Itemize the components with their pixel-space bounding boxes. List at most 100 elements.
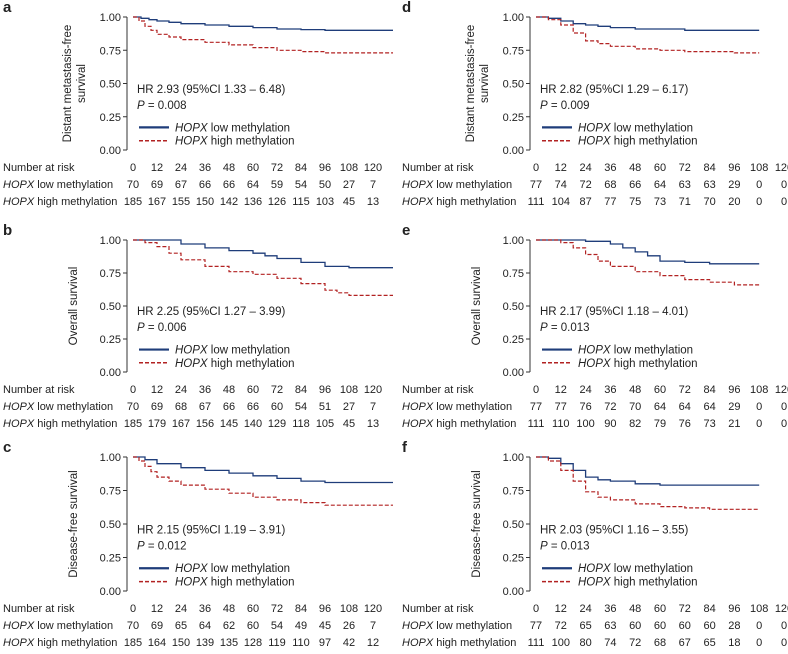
- number-at-risk-title: Number at risk: [3, 162, 75, 174]
- y-axis-label: Disease-free survival: [471, 470, 483, 577]
- panel-label: c: [3, 439, 11, 456]
- gene-name: HOPX: [3, 401, 35, 413]
- risk-row-low-value: 77: [555, 401, 567, 413]
- x-tick-label: 12: [151, 603, 163, 615]
- y-tick-label: 0.25: [100, 553, 121, 565]
- y-axis-label: survival: [76, 64, 88, 103]
- survival-curve-high-methylation: [536, 16, 760, 54]
- p-value-text: P = 0.006: [137, 322, 187, 334]
- y-tick-label: 0.00: [503, 367, 524, 379]
- risk-row-low-label: HOPX low methylation: [402, 401, 512, 413]
- gene-name: HOPX: [578, 136, 612, 148]
- risk-row-high-value: 119: [268, 637, 286, 649]
- risk-row-low-value: 64: [654, 401, 666, 413]
- risk-row-high-value: 0: [781, 196, 787, 208]
- legend-text: high methylation: [611, 358, 698, 370]
- x-tick-label: 120: [364, 162, 382, 174]
- x-tick-label: 120: [364, 603, 382, 615]
- risk-row-low-value: 59: [271, 179, 283, 191]
- risk-row-high-value: 103: [316, 196, 334, 208]
- x-tick-label: 84: [703, 384, 715, 396]
- legend-text: high methylation: [208, 136, 295, 148]
- legend-low-methylation: HOPX low methylation: [175, 563, 290, 575]
- risk-row-low-value: 60: [654, 620, 666, 632]
- risk-row-high-value: 118: [292, 418, 310, 430]
- risk-row-high-value: 142: [220, 196, 238, 208]
- risk-row-text: high methylation: [433, 196, 516, 208]
- risk-row-high-value: 156: [196, 418, 214, 430]
- risk-row-high-value: 72: [629, 637, 641, 649]
- x-tick-label: 108: [340, 603, 358, 615]
- risk-row-high-value: 150: [172, 637, 190, 649]
- y-tick-label: 0.50: [100, 79, 121, 91]
- panel-e: e Overall survival 0.00 0.25 0.50 0.75 1.00 HR …: [402, 222, 788, 430]
- x-tick-label: 96: [728, 603, 740, 615]
- gene-name: HOPX: [402, 418, 434, 430]
- y-axis-label: Distant metastasis-free: [465, 25, 477, 143]
- risk-row-high-label: HOPX high methylation: [402, 196, 516, 208]
- x-tick-label: 96: [319, 603, 331, 615]
- risk-row-low-value: 65: [175, 620, 187, 632]
- risk-row-high-value: 90: [604, 418, 616, 430]
- risk-row-low-value: 72: [604, 401, 616, 413]
- y-tick-label: 0.00: [100, 367, 121, 379]
- x-tick-label: 96: [728, 162, 740, 174]
- p-value-text: P = 0.013: [540, 322, 590, 334]
- risk-row-low-value: 70: [629, 401, 641, 413]
- y-tick-label: 0.75: [503, 486, 524, 498]
- risk-row-high-label: HOPX high methylation: [3, 196, 117, 208]
- y-axis-label: Disease-free survival: [68, 470, 80, 577]
- x-tick-label: 72: [271, 162, 283, 174]
- risk-row-low-value: 49: [295, 620, 307, 632]
- risk-row-high-value: 71: [679, 196, 691, 208]
- x-tick-label: 12: [555, 384, 567, 396]
- risk-row-high-value: 68: [654, 637, 666, 649]
- panel-c: c Disease-free survival 0.00 0.25 0.50 0.75 1.…: [3, 439, 393, 649]
- y-tick-label: 1.00: [503, 12, 524, 24]
- risk-row-high-value: 185: [124, 196, 142, 208]
- survival-curve-low-methylation: [536, 16, 760, 31]
- y-axis-label: Distant metastasis-free: [62, 25, 74, 143]
- risk-row-low-value: 64: [247, 179, 259, 191]
- survival-curve-low-methylation: [536, 239, 760, 265]
- x-tick-label: 60: [247, 162, 259, 174]
- risk-row-high-value: 13: [367, 196, 379, 208]
- x-tick-label: 48: [223, 162, 235, 174]
- number-at-risk-title: Number at risk: [402, 384, 474, 396]
- risk-row-high-value: 140: [244, 418, 262, 430]
- risk-row-low-value: 68: [604, 179, 616, 191]
- risk-row-high-value: 167: [172, 418, 190, 430]
- survival-curve-high-methylation: [536, 239, 760, 287]
- y-tick-label: 1.00: [100, 12, 121, 24]
- risk-row-text: low methylation: [34, 179, 113, 191]
- x-tick-label: 108: [750, 603, 768, 615]
- risk-row-low-label: HOPX low methylation: [3, 401, 113, 413]
- risk-row-low-value: 54: [295, 401, 307, 413]
- legend-low-methylation: HOPX low methylation: [175, 345, 290, 357]
- survival-curve-low-methylation: [133, 456, 393, 484]
- legend-high-methylation: HOPX high methylation: [578, 136, 698, 148]
- panel-b: b Overall survival 0.00 0.25 0.50 0.75 1.00 HR …: [3, 222, 393, 430]
- number-at-risk-title: Number at risk: [3, 603, 75, 615]
- p-value-symbol: P: [540, 540, 548, 552]
- risk-row-low-value: 28: [728, 620, 740, 632]
- x-tick-label: 0: [130, 384, 136, 396]
- panel-label: a: [3, 0, 12, 16]
- risk-row-low-value: 76: [579, 401, 591, 413]
- risk-row-low-value: 60: [247, 620, 259, 632]
- x-tick-label: 48: [629, 603, 641, 615]
- x-tick-label: 36: [604, 603, 616, 615]
- y-axis-label: Overall survival: [68, 267, 80, 346]
- survival-curve-high-methylation: [133, 456, 393, 506]
- gene-name: HOPX: [175, 563, 209, 575]
- x-tick-label: 60: [654, 384, 666, 396]
- risk-row-high-value: 164: [148, 637, 166, 649]
- risk-row-high-value: 111: [528, 418, 545, 430]
- risk-row-high-value: 97: [319, 637, 331, 649]
- gene-name: HOPX: [3, 196, 35, 208]
- panel-label: d: [402, 0, 411, 16]
- risk-row-low-value: 29: [728, 401, 740, 413]
- hazard-ratio-text: HR 2.17 (95%CI 1.18 – 4.01): [540, 306, 688, 318]
- x-tick-label: 108: [340, 384, 358, 396]
- risk-row-high-value: 139: [196, 637, 214, 649]
